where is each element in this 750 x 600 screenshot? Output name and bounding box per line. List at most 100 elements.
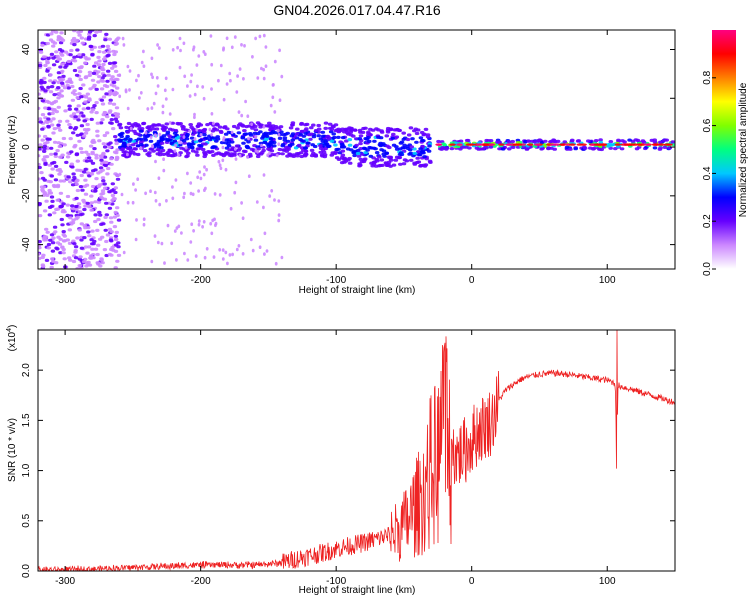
heatmap-cell-2058 [500,147,506,151]
heatmap-cell-1373 [286,147,291,151]
heatmap-cell-290 [110,75,115,79]
heatmap-cell-1459 [172,131,178,135]
heatmap-cell-115 [53,164,59,168]
heatmap-cell-2319 [118,172,122,177]
heatmap-cell-179 [38,214,43,218]
heatmap-cell-465 [38,147,42,151]
heatmap-cell-2302 [209,221,213,226]
snr-multiplier: (x104) [6,325,18,352]
heatmap-cell-2375 [173,229,177,233]
heatmap-cell-824 [113,69,119,73]
heatmap-cell-1165 [306,141,311,145]
heatmap-cell-2198 [238,67,242,71]
heatmap-cell-1458 [329,127,335,131]
heatmap-cell-792 [74,179,79,183]
heatmap-cell-857 [75,133,80,137]
heatmap-cell-2204 [137,73,140,78]
spectrogram-ytick-label-0: -40 [21,237,32,252]
heatmap-cell-2286 [240,113,244,118]
heatmap-cell-1272 [215,135,220,139]
heatmap-cell-421 [95,134,100,138]
heatmap-cell-2185 [237,110,241,114]
heatmap-cell-552 [97,139,102,143]
heatmap-cell-2359 [226,261,229,266]
heatmap-cell-1282 [147,128,153,132]
heatmap-cell-883 [108,238,114,242]
heatmap-cell-686 [80,53,86,57]
heatmap-cell-1789 [407,152,412,156]
heatmap-cell-2415 [197,54,201,58]
heatmap-cell-1376 [308,137,313,141]
heatmap-cell-1203 [242,129,247,133]
heatmap-cell-1261 [291,153,296,157]
heatmap-cell-1238 [195,153,200,157]
heatmap-cell-2139 [456,143,463,146]
heatmap-cell-1914 [658,140,663,144]
heatmap-cell-428 [58,41,64,45]
spectrogram-frame [37,29,676,270]
heatmap-cell-2267 [274,261,278,266]
heatmap-cell-765 [73,115,78,119]
heatmap-cell-161 [92,64,97,68]
heatmap-cell-704 [52,160,57,165]
heatmap-cell-1588 [401,162,407,166]
heatmap-cell-2326 [151,144,154,148]
heatmap-cell-338 [95,252,100,257]
heatmap-cell-504 [55,207,61,211]
heatmap-cell-2317 [126,200,130,205]
heatmap-cell-2195 [161,110,165,115]
heatmap-cell-875 [40,99,45,103]
heatmap-cell-209 [50,257,55,261]
heatmap-cell-1731 [389,158,394,162]
heatmap-cell-2249 [275,153,279,158]
heatmap-cell-1532 [329,153,335,157]
heatmap-cell-361 [84,183,90,187]
heatmap-cell-591 [42,134,48,139]
heatmap-cell-1138 [185,154,190,158]
heatmap-cell-335 [90,152,95,156]
heatmap-cell-1690 [334,156,340,160]
heatmap-cell-1312 [298,151,304,155]
heatmap-cell-1528 [128,137,133,141]
heatmap-cell-576 [93,61,99,65]
heatmap-cell-1536 [196,122,202,126]
heatmap-cell-2164 [192,229,196,233]
heatmap-cell-632 [104,160,109,165]
heatmap-cell-1142 [205,123,210,127]
heatmap-cell-589 [95,228,100,232]
heatmap-cell-1645 [361,126,366,131]
heatmap-cell-2396 [132,182,135,186]
heatmap-cell-397 [70,84,75,89]
heatmap-cell-596 [49,32,54,36]
spectrogram-heatmap [38,30,675,269]
heatmap-cell-1463 [132,152,137,156]
heatmap-cell-1374 [219,141,225,145]
heatmap-cell-698 [81,114,86,118]
heatmap-cell-382 [61,74,66,78]
heatmap-cell-779 [103,111,108,115]
heatmap-cell-1400 [123,137,128,141]
heatmap-cell-878 [114,112,120,117]
heatmap-cell-1806 [367,139,372,143]
heatmap-cell-2167 [251,248,255,253]
heatmap-cell-2163 [218,163,222,167]
heatmap-cell-2132 [658,143,665,146]
spectrogram-ylabel: Frequency (Hz) [7,116,18,185]
heatmap-cell-2310 [280,74,284,79]
heatmap-cell-717 [77,139,82,143]
heatmap-cell-856 [61,251,66,255]
heatmap-cell-268 [65,119,70,123]
heatmap-cell-1808 [418,147,423,151]
heatmap-cell-2357 [218,248,222,252]
heatmap-cell-879 [103,186,108,190]
heatmap-cell-724 [112,92,117,97]
heatmap-cell-2255 [260,143,263,148]
heatmap-cell-2402 [210,87,213,91]
heatmap-cell-854 [82,128,88,132]
heatmap-cell-1749 [419,130,425,135]
heatmap-cell-489 [108,98,113,102]
heatmap-cell-306 [103,228,108,232]
heatmap-cell-802 [79,95,84,99]
heatmap-cell-2022 [573,147,578,151]
